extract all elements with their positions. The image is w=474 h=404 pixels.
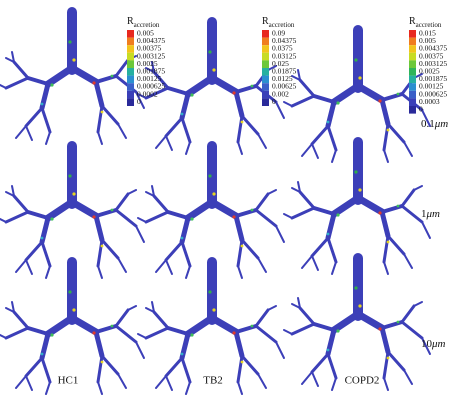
colorbar-tick-label: 0: [137, 97, 141, 106]
column-label: TB2: [203, 375, 223, 387]
colorbar-tick-label: 0.01875: [272, 67, 297, 76]
colorbar-tick-label: 0.003125: [137, 51, 165, 60]
row-label: 1μm: [421, 208, 440, 220]
colorbar-swatch: [409, 90, 416, 99]
colorbar-swatch: [409, 52, 416, 61]
colorbar-swatch: [262, 98, 269, 106]
colorbar-tick-label: 0.0002: [137, 89, 158, 98]
colorbar-tick-label: 0.04375: [272, 36, 297, 45]
colorbar-tick-label: 0.015: [419, 29, 436, 38]
colorbar-tick-label: 0: [272, 97, 276, 106]
size-unit: μm: [426, 208, 441, 220]
symbol: R: [262, 16, 269, 27]
column-label: HC1: [58, 375, 79, 387]
colorbar-swatch: [409, 106, 416, 114]
colorbar-swatch: [409, 60, 416, 68]
colorbar-tick-label: 0.005: [419, 36, 436, 45]
size-value: 1: [421, 208, 427, 220]
colorbar-tick-label: 0.004375: [419, 44, 447, 53]
labels: Raccretion0.0050.0043750.003750.0031250.…: [58, 16, 449, 386]
colorbar-swatch: [262, 52, 269, 61]
colorbar-swatch: [262, 83, 269, 91]
size-unit: μm: [431, 338, 446, 350]
colorbar-swatch: [262, 30, 269, 38]
colorbar-tick-label: 0.025: [272, 59, 289, 68]
colorbar-tick-label: 0: [419, 105, 423, 114]
colorbar-tick-label: 0.0125: [272, 74, 293, 83]
colorbar-swatch: [127, 75, 134, 84]
colorbar-tick-label: 0.03125: [272, 51, 297, 60]
row-label: 10μm: [421, 338, 446, 350]
colorbar-tick-label: 0.000625: [137, 82, 165, 91]
colorbar-swatch: [409, 75, 416, 84]
colorbar-tick-label: 0.002: [272, 89, 289, 98]
colorbar-title: Raccretion: [262, 16, 295, 28]
colorbar-swatch: [127, 83, 134, 91]
colorbar-tick-label: 0.00125: [137, 74, 162, 83]
colorbar-swatch: [409, 98, 416, 106]
subscript: accretion: [416, 21, 442, 29]
colorbar-tick-label: 0.00625: [272, 82, 297, 91]
colorbar-swatch: [409, 30, 416, 38]
colorbar-tick-label: 0.005: [137, 29, 154, 38]
colorbar-tick-label: 0.0375: [272, 44, 293, 53]
colorbar-swatch: [262, 75, 269, 84]
column-label: COPD2: [345, 375, 380, 387]
colorbar-swatch: [127, 98, 134, 106]
colorbar-swatch: [127, 52, 134, 61]
size-value: 10: [421, 338, 433, 350]
colorbar-tick-label: 0.00375: [419, 51, 444, 60]
subscript: accretion: [269, 21, 295, 29]
colorbar-swatch: [409, 68, 416, 76]
symbol: R: [409, 16, 416, 27]
colorbar-swatch: [127, 45, 134, 53]
colorbar-tick-label: 0.00125: [419, 82, 444, 91]
row-label: 0.1μm: [421, 118, 448, 130]
colorbar-swatch: [262, 37, 269, 46]
colorbar-swatch: [262, 68, 269, 76]
symbol: R: [127, 16, 134, 27]
colorbar-tick-label: 0.003125: [419, 59, 447, 68]
colorbar-swatch: [127, 60, 134, 68]
colorbar-tick-label: 0.000625: [419, 89, 447, 98]
colorbar-swatch: [262, 45, 269, 53]
airway-tree: [284, 258, 430, 390]
colorbar-tick-label: 0.001875: [419, 74, 447, 83]
size-unit: μm: [434, 118, 449, 130]
colorbar-swatch: [409, 83, 416, 91]
colorbar-title: Raccretion: [127, 16, 160, 28]
colorbar-swatch: [409, 37, 416, 46]
colorbar-title: Raccretion: [409, 16, 442, 28]
colorbar-swatch: [127, 90, 134, 99]
colorbar-tick-label: 0.0003: [419, 97, 440, 106]
colorbar-swatch: [127, 68, 134, 76]
colorbar-tick-label: 0.0025: [137, 59, 158, 68]
size-value: 0.1: [421, 118, 435, 130]
subscript: accretion: [134, 21, 160, 29]
colorbar-swatch: [409, 45, 416, 53]
airway-models: [0, 12, 430, 394]
colorbar-swatch: [262, 60, 269, 68]
colorbar-tick-label: 0.00375: [137, 44, 162, 53]
colorbar-swatch: [127, 30, 134, 38]
airway-tree: [0, 12, 144, 144]
colorbar-swatch: [262, 90, 269, 99]
colorbar-tick-label: 0.001875: [137, 67, 165, 76]
colorbar-swatch: [127, 37, 134, 46]
colorbar-tick-label: 0.09: [272, 29, 285, 38]
colorbar-tick-label: 0.004375: [137, 36, 165, 45]
colorbar-tick-label: 0.0025: [419, 67, 440, 76]
